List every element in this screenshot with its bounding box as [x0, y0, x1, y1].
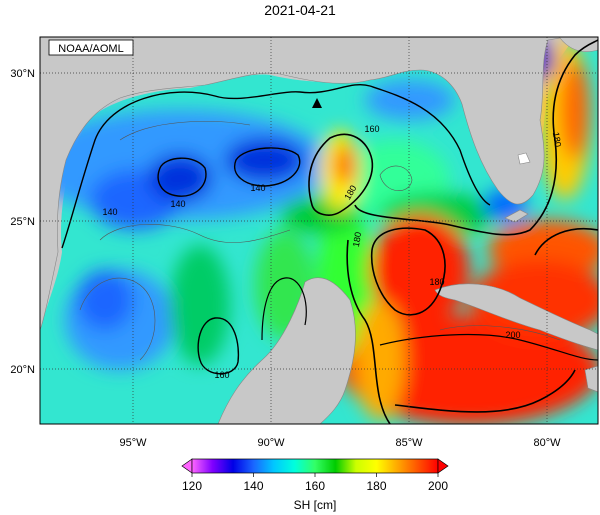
colorbar-left-arrow: [181, 458, 193, 474]
contour-140-central: [234, 147, 301, 187]
contour-lines: [61, 39, 598, 424]
contour-thin-1: [99, 224, 291, 243]
lon-label: 80°W: [533, 437, 561, 449]
contour-180-current: [354, 39, 598, 236]
credit-box: NOAA/AOML: [48, 39, 134, 56]
contour-label: 180: [551, 131, 563, 148]
colorbar-tick-label: 180: [366, 479, 386, 493]
colorbar-label: SH [cm]: [294, 498, 337, 512]
contour-label: 140: [102, 207, 117, 217]
lat-label: 25°N: [10, 216, 35, 228]
land-masses: [40, 37, 598, 424]
contour-label: 200: [505, 330, 520, 340]
contour-140-west: [157, 157, 207, 197]
contour-label: 180: [351, 231, 363, 248]
lat-label: 20°N: [10, 364, 35, 376]
contour-200-deep: [394, 369, 576, 413]
contour-label: 140: [250, 183, 265, 193]
latitude-labels: 30°N 25°N 20°N: [10, 68, 35, 376]
contour-thin-4: [119, 121, 251, 141]
contour-label: 160: [364, 124, 379, 134]
longitude-labels: 95°W 90°W 85°W 80°W: [119, 437, 561, 449]
lon-label: 90°W: [257, 437, 285, 449]
contour-160-gulf: [261, 277, 307, 341]
contour-thin-2: [79, 277, 156, 361]
contour-label: 140: [170, 199, 185, 209]
contour-thin-5: [439, 325, 561, 341]
yucatan: [217, 277, 356, 424]
colorbar-ticks: [191, 473, 439, 477]
lat-label: 30°N: [10, 68, 35, 80]
graticule: [40, 37, 598, 424]
colorbar-bar: [191, 458, 439, 474]
cuba: [434, 283, 598, 351]
contour-200-west: [370, 227, 446, 316]
colorbar-tick-label: 140: [243, 479, 263, 493]
colorbar-tick-label: 200: [428, 479, 448, 493]
lake-okeechobee: [517, 152, 531, 165]
map-title: 2021-04-21: [264, 2, 336, 18]
us-coast: [40, 37, 598, 331]
lon-label: 85°W: [395, 437, 423, 449]
map-frame: [39, 36, 599, 425]
lon-label: 95°W: [119, 437, 147, 449]
colorbar: 120 140 160 180 200 SH [cm]: [181, 458, 449, 512]
contour-160-main: [61, 84, 491, 249]
contour-180-caribbean: [346, 239, 391, 424]
contour-label: 160: [214, 370, 229, 380]
contour-labels: 140 140 140 160 160 180 180 180 180 200: [102, 124, 563, 380]
contour-160-south: [197, 317, 240, 375]
contour-180-loop: [308, 133, 374, 216]
contour-200-south: [379, 333, 598, 361]
triangle-marker-icon: [312, 98, 322, 108]
contour-200-east: [534, 228, 598, 256]
hispaniola: [584, 365, 598, 393]
colorbar-tick-label: 160: [305, 479, 325, 493]
contour-label: 180: [429, 277, 444, 287]
colorbar-tick-label: 120: [182, 479, 202, 493]
colorbar-right-arrow: [437, 458, 449, 474]
sea-height-field: [40, 37, 598, 424]
credit-label: NOAA/AOML: [58, 43, 123, 55]
